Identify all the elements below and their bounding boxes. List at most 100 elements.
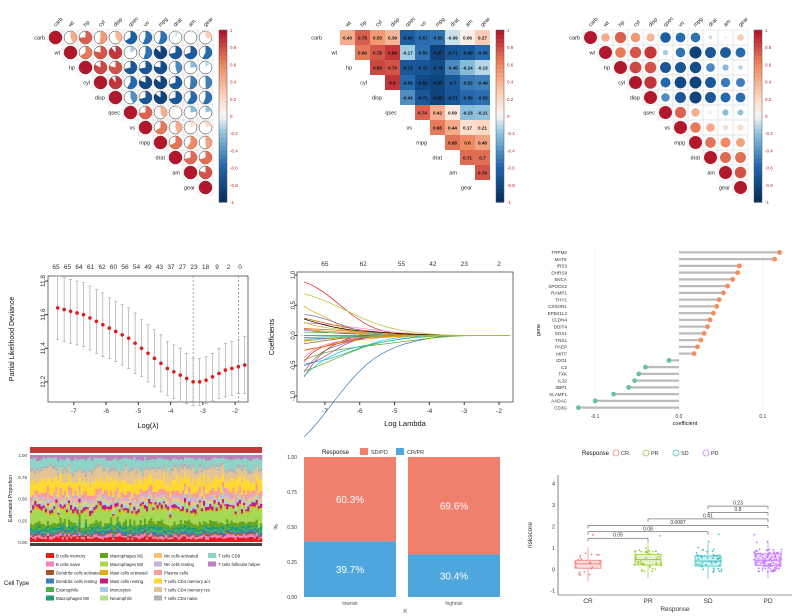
colorbar-segment [496,167,504,173]
stack-segment [245,531,248,534]
stack-segment [137,466,140,469]
y-tick-label: -1.0 [291,390,297,401]
stack-segment [84,503,88,507]
stack-segment [202,529,206,533]
stack-segment [243,533,246,538]
stack-segment [116,480,119,488]
stack-segment [70,472,73,475]
stack-segment [99,458,103,464]
jitter-point [711,557,714,560]
stack-segment [196,507,200,509]
stack-segment [129,518,132,524]
stack-segment [44,508,48,513]
stack-segment [148,532,151,534]
stack-segment [97,505,100,523]
corr-value: -0.78 [432,66,443,71]
stack-segment [230,531,233,533]
stack-segment [251,490,254,494]
stack-segment [243,476,246,490]
stack-segment [97,467,100,481]
stack-segment [196,473,200,479]
corr-circle [704,151,717,164]
stack-segment [89,487,92,496]
stack-segment [82,472,86,481]
stack-segment [112,536,115,538]
stack-segment [70,500,73,503]
stack-segment [30,455,33,459]
top-tick-label: 0 [238,264,242,271]
stack-segment [105,508,109,510]
stack-segment [141,501,145,505]
stack-segment [148,498,151,504]
stack-segment [135,528,138,531]
colorbar-segment [219,133,227,139]
stack-segment [110,510,113,518]
corr-col-label: cyl [375,19,384,28]
stack-segment [55,495,58,497]
stack-segment [61,483,65,495]
stack-segment [245,470,248,480]
stack-segment [103,523,107,527]
stack-segment [108,469,111,474]
stack-segment [105,530,109,534]
stack-segment [101,471,105,481]
stack-segment [44,482,48,493]
colorbar-tick: 0.2 [507,97,514,102]
stack-segment [226,519,229,524]
stack-segment [139,534,143,539]
stack-segment [175,509,178,525]
corr-circle [737,124,744,131]
stack-segment [116,470,119,472]
stack-segment [167,504,170,507]
colorbar-segment [754,107,762,113]
stack-segment [103,500,107,501]
stack-segment [72,495,75,500]
x-tick-label: PD [763,598,772,605]
stack-segment [217,531,221,533]
stack-segment [59,499,62,502]
stack-segment [190,536,193,540]
stack-segment [158,534,162,537]
stack-segment [91,531,94,533]
stack-segment [59,536,62,542]
stack-segment [150,505,153,518]
stack-segment [186,512,189,515]
cv-point [120,333,124,337]
stack-segment [65,506,69,508]
stack-segment [42,507,46,510]
stack-segment [213,500,216,504]
stack-segment [74,469,77,473]
stack-segment [44,536,48,540]
colorbar-segment [496,120,504,126]
stack-segment [46,525,50,529]
stack-segment [74,455,77,459]
stack-segment [120,534,124,536]
coef-path [303,335,510,363]
p-bracket [707,512,769,516]
jitter-point [638,549,641,552]
stack-segment [133,496,136,501]
stack-segment [57,533,60,535]
stack-segment [133,506,136,511]
cv-point [152,356,157,361]
stack-segment [164,490,168,496]
stack-segment [202,536,206,542]
stack-segment [215,511,219,521]
stack-segment [86,471,90,482]
corr-pie [169,76,182,90]
corr-col-label: disp [648,17,659,28]
stack-segment [219,537,223,542]
stack-segment [137,498,140,503]
stack-segment [78,459,81,468]
top-tick-label: 55 [398,261,406,268]
corr-pie [139,106,152,119]
colorbar-segment [754,163,762,169]
stack-segment [238,533,242,536]
stack-segment [162,459,166,465]
jitter-point [701,562,704,564]
stack-segment [247,459,250,470]
stack-segment [186,505,189,509]
colorbar-segment [219,184,227,190]
x-tick-label: -4 [168,408,174,415]
corr-pie [175,121,182,134]
